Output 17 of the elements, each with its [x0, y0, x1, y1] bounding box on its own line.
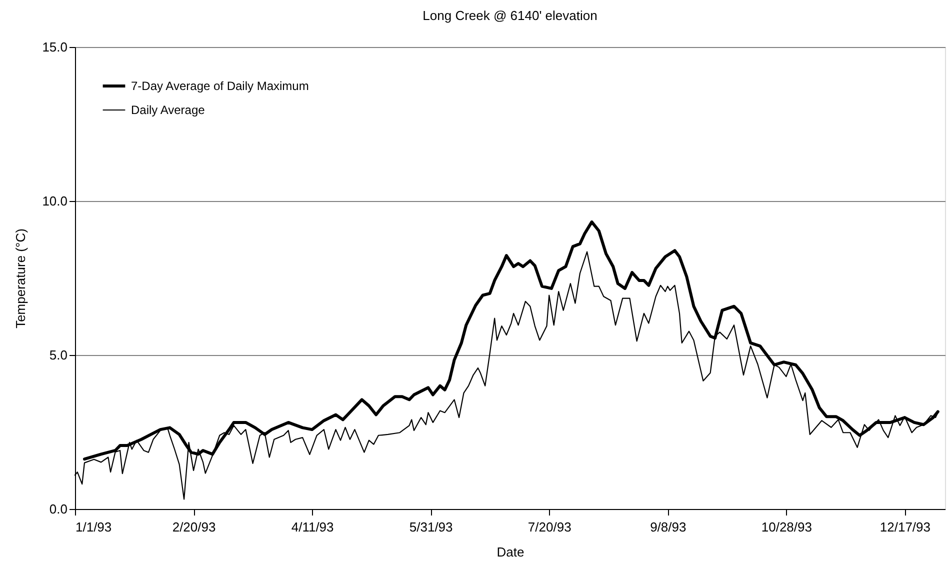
- x-tick-label: 5/31/93: [409, 520, 453, 534]
- x-axis-title: Date: [496, 544, 524, 560]
- x-tick-label: 2/20/93: [172, 520, 216, 534]
- chart-title: Long Creek @ 6140' elevation: [422, 8, 598, 23]
- y-axis-title: Temperature (°C): [13, 228, 28, 328]
- x-tick-label: 9/8/93: [650, 520, 686, 534]
- x-tick-label: 10/28/93: [761, 520, 812, 534]
- x-tick-label: 7/20/93: [528, 520, 572, 534]
- y-tick-label: 0.0: [49, 502, 68, 516]
- x-tick-label: 12/17/93: [880, 520, 931, 534]
- y-tick-label: 5.0: [49, 348, 68, 362]
- x-tick-label: 1/1/93: [76, 520, 112, 534]
- legend-label: Daily Average: [131, 103, 206, 117]
- y-tick-label: 10.0: [42, 194, 68, 208]
- x-tick-label: 4/11/93: [291, 520, 334, 534]
- legend-label: 7-Day Average of Daily Maximum: [131, 79, 309, 93]
- y-tick-label: 15.0: [42, 40, 68, 54]
